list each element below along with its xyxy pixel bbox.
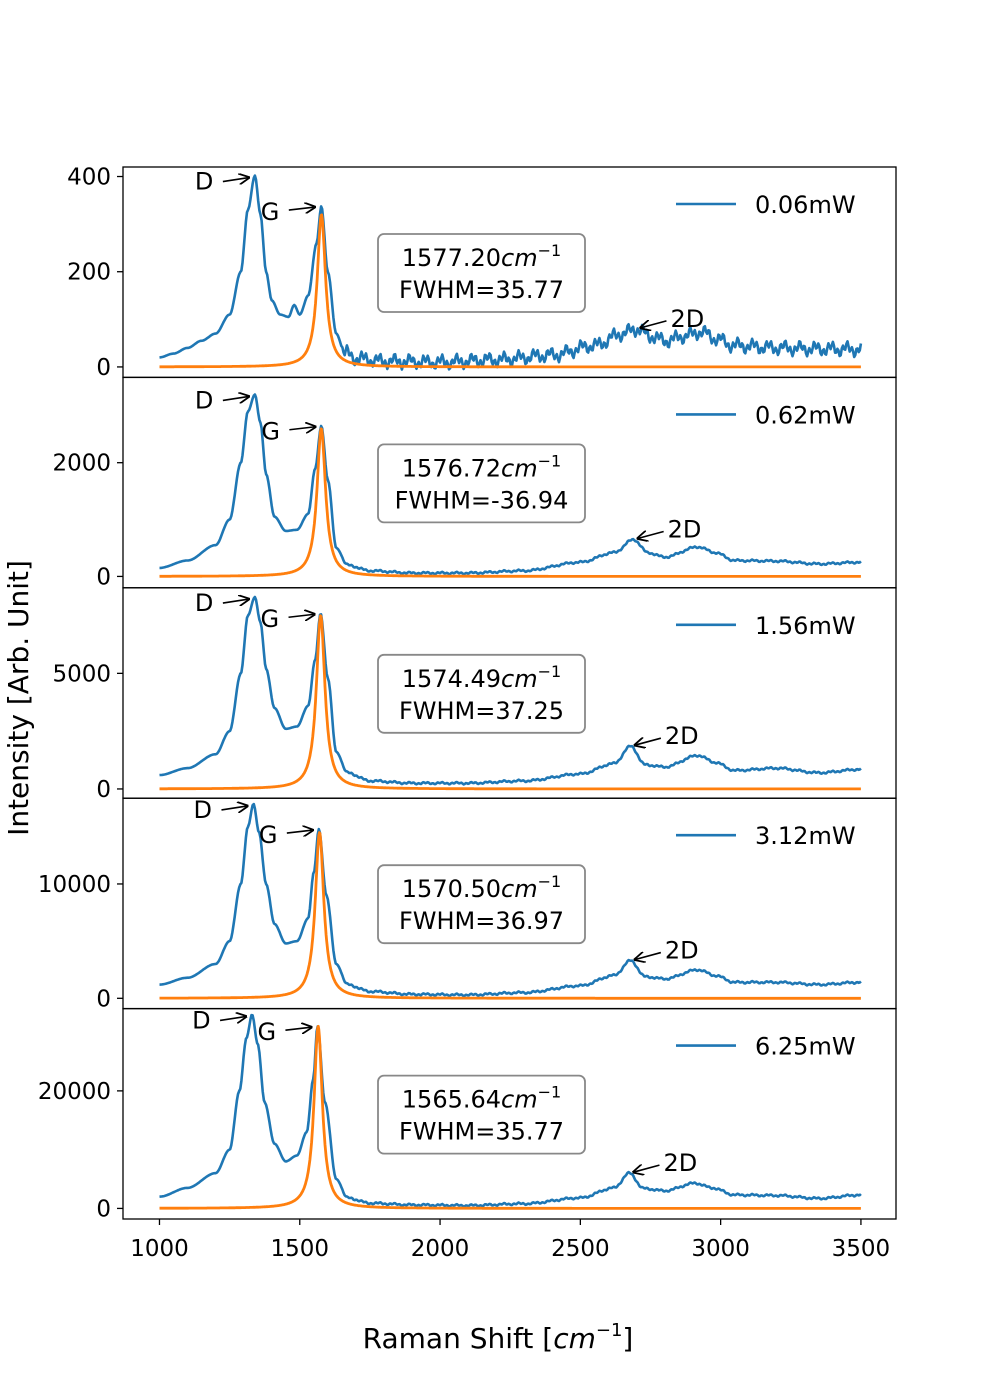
peak-label-g: G	[261, 418, 280, 446]
peak-label-2d: 2D	[670, 305, 704, 333]
arrow-g	[286, 830, 313, 833]
arrow-2d	[633, 1165, 660, 1172]
annotation-fwhm: FWHM=35.77	[399, 276, 564, 304]
arrow-2d	[635, 738, 662, 745]
peak-label-d: D	[195, 589, 213, 617]
legend-label: 3.12mW	[755, 822, 856, 850]
y-axis-title: Intensity [Arb. Unit]	[2, 560, 35, 836]
panel-2: 0 2000 D G 2D 1576.72cm−1 FWHM=-36.94 0.62mW	[52, 376, 897, 590]
y-tick-label: 200	[67, 260, 111, 286]
annotation-box	[377, 1074, 586, 1155]
panel-1: 0 200 400 D G 2D 1577.20cm−1 FWHM=35.77 0.06mW	[67, 165, 897, 381]
y-tick-label: 20000	[38, 1079, 111, 1105]
peak-label-2d: 2D	[665, 937, 699, 965]
arrow-d	[222, 396, 249, 400]
x-tick-label: 1500	[270, 1236, 329, 1262]
fit-line-5	[158, 1024, 862, 1210]
annotation-box	[377, 653, 586, 734]
x-tick-label: 2000	[411, 1236, 470, 1262]
y-tick-label: 0	[96, 986, 111, 1012]
annotation-fwhm: FWHM=-36.94	[395, 486, 569, 514]
arrow-g	[288, 207, 315, 210]
arrow-g	[285, 1027, 311, 1030]
peak-label-2d: 2D	[668, 515, 702, 543]
peak-label-d: D	[195, 386, 213, 414]
fit-line-3	[158, 614, 862, 791]
x-axis-title: Raman Shift [cm−1]	[363, 1320, 634, 1355]
x-tick-label: 1000	[130, 1236, 189, 1262]
spectrum-line-4	[159, 802, 862, 998]
legend-label: 1.56mW	[755, 612, 856, 640]
spectrum-line-3	[159, 595, 862, 786]
legend-label: 0.62mW	[755, 401, 856, 429]
peak-label-d: D	[195, 168, 213, 196]
panel-frame	[122, 1007, 897, 1220]
y-tick-label: 0	[96, 777, 111, 803]
peak-label-g: G	[257, 1018, 276, 1046]
x-tick-label: 2500	[551, 1236, 610, 1262]
annotation-fwhm: FWHM=36.97	[399, 907, 564, 935]
panel-3: 0 5000 D G 2D 1574.49cm−1 FWHM=37.25 1.56mW	[52, 587, 897, 803]
annotation-fwhm: FWHM=37.25	[399, 697, 564, 725]
fit-line-4	[158, 831, 862, 1000]
arrow-g	[288, 614, 315, 617]
annotation-box	[377, 233, 586, 313]
arrow-2d	[640, 321, 667, 328]
legend-label: 0.06mW	[755, 191, 856, 219]
peak-label-g: G	[261, 198, 280, 226]
arrow-d	[219, 1016, 246, 1020]
spectrum-line-1	[159, 174, 863, 371]
arrow-2d	[638, 531, 664, 538]
peak-label-2d: 2D	[665, 722, 699, 750]
y-tick-label: 10000	[38, 872, 111, 898]
peak-label-2d: 2D	[663, 1149, 697, 1177]
annotation-box	[377, 443, 586, 524]
arrow-g	[289, 427, 315, 430]
peak-label-g: G	[259, 821, 278, 849]
annotation-peak-position: 1577.20cm−1	[402, 241, 561, 272]
y-tick-label: 0	[96, 355, 111, 381]
arrow-2d	[635, 953, 662, 960]
y-tick-label: 2000	[52, 451, 111, 477]
annotation-peak-position: 1570.50cm−1	[402, 872, 561, 903]
panel-5: 0 20000 D G 2D 1565.64cm−1 FWHM=35.77 6.25mW	[38, 1006, 897, 1222]
arrow-d	[221, 806, 247, 810]
legend-label: 6.25mW	[755, 1033, 856, 1061]
arrow-d	[222, 599, 249, 603]
peak-label-g: G	[261, 605, 280, 633]
annotation-peak-position: 1565.64cm−1	[402, 1083, 561, 1114]
spectrum-line-5	[159, 1013, 862, 1208]
arrow-d	[222, 178, 249, 182]
x-tick-label: 3500	[832, 1236, 891, 1262]
y-tick-label: 5000	[52, 661, 111, 687]
peak-label-d: D	[192, 1006, 210, 1034]
panel-4: 0 10000 D G 2D 1570.50cm−1 FWHM=36.97 3.12mW	[38, 796, 897, 1012]
y-tick-label: 400	[67, 165, 111, 191]
spectrum-line-2	[159, 393, 862, 576]
fit-line-2	[158, 427, 862, 578]
annotation-peak-position: 1576.72cm−1	[402, 451, 561, 482]
y-tick-label: 0	[96, 1196, 111, 1222]
fit-line-1	[158, 213, 862, 369]
annotation-fwhm: FWHM=35.77	[399, 1118, 564, 1146]
annotation-peak-position: 1574.49cm−1	[402, 662, 561, 693]
peak-label-d: D	[193, 796, 211, 824]
x-tick-label: 3000	[691, 1236, 750, 1262]
y-tick-label: 0	[96, 564, 111, 590]
annotation-box	[377, 864, 586, 945]
